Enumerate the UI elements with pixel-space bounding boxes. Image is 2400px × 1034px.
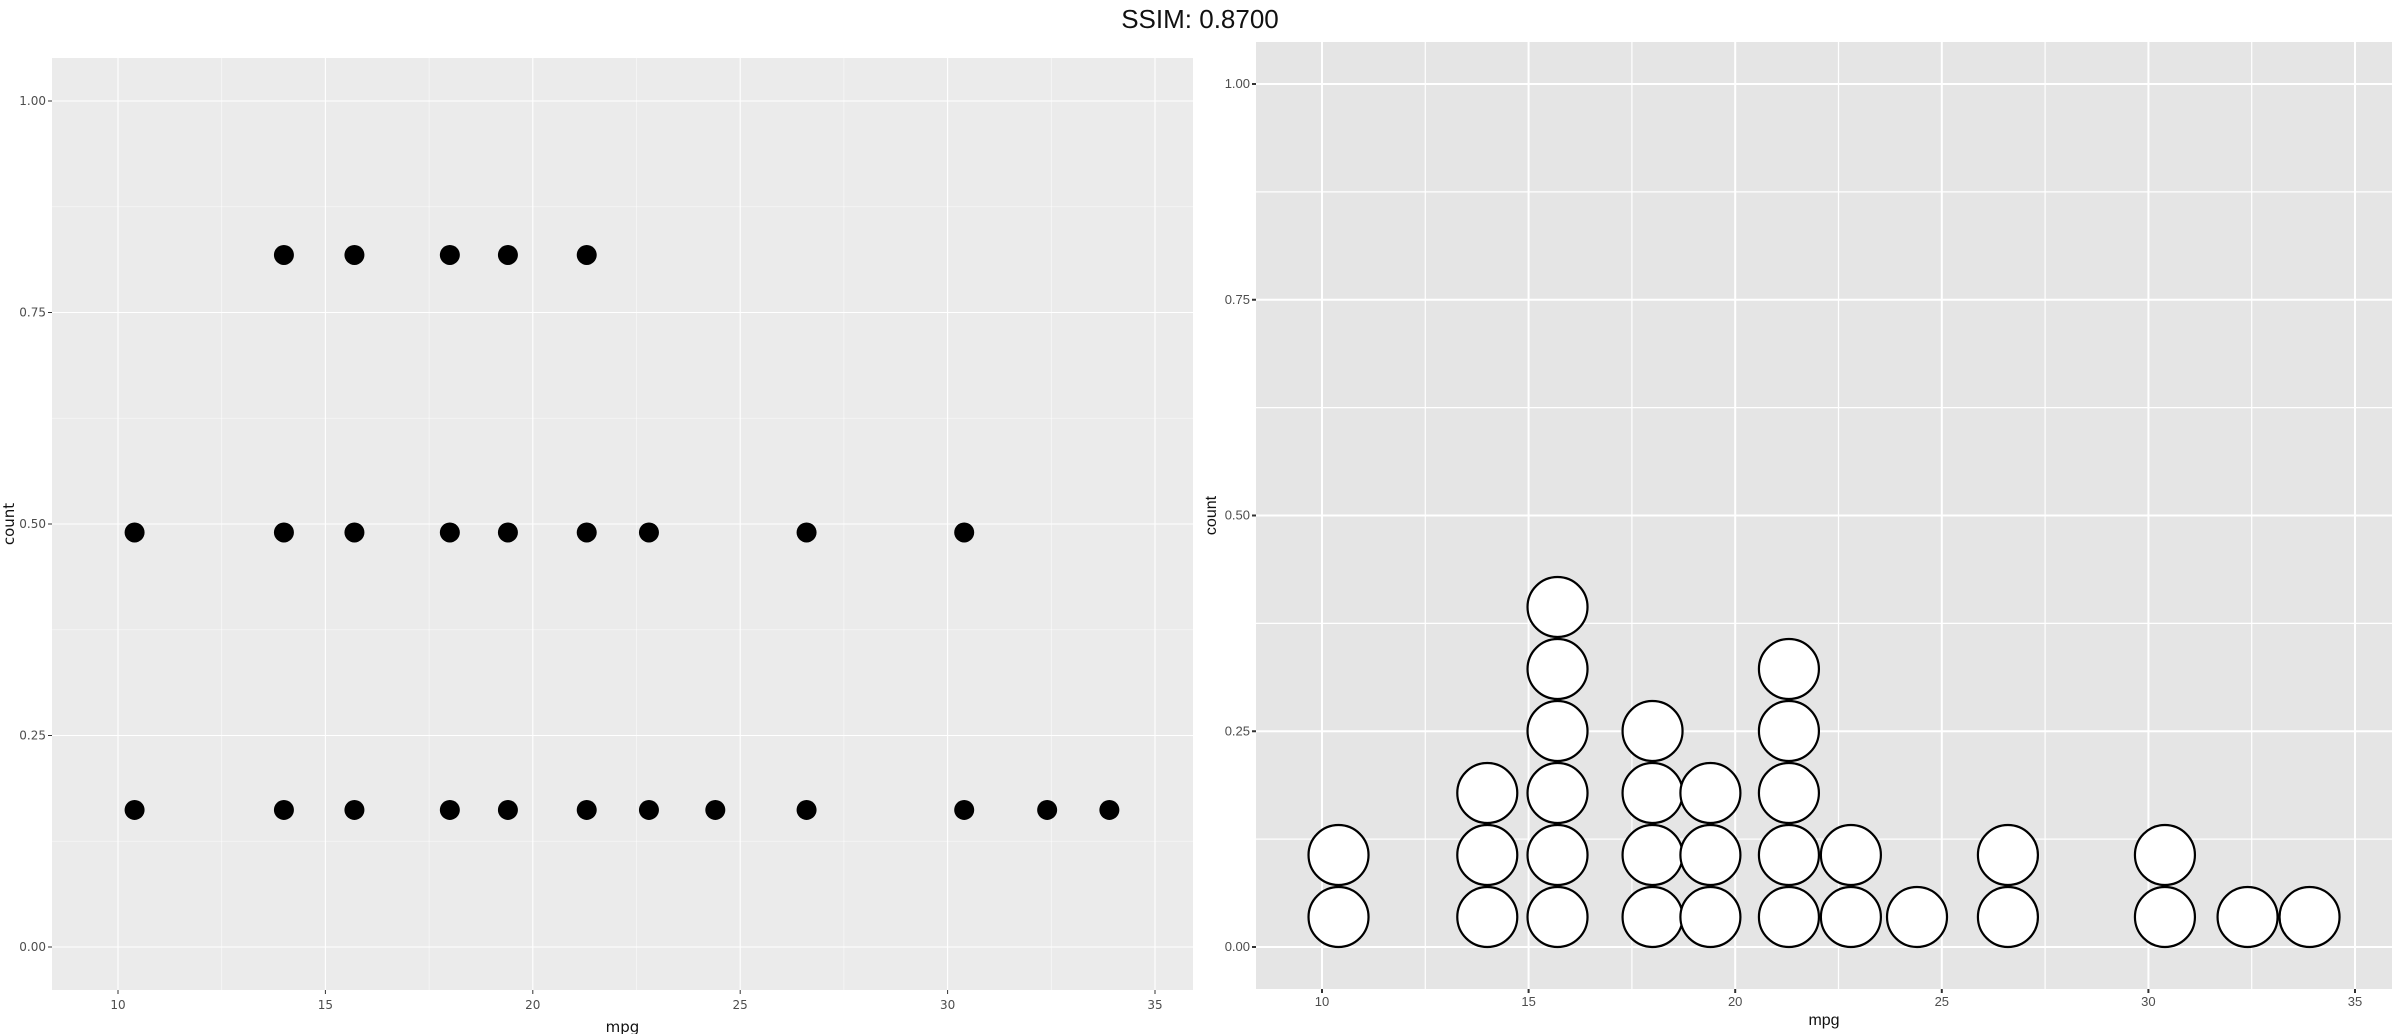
x-tick-label: 25: [733, 998, 748, 1012]
dot-marker: [1757, 637, 1821, 701]
y-tick-label: 0.25: [19, 729, 46, 743]
dot-marker: [2133, 823, 2197, 887]
y-axis-title: count: [1203, 495, 1220, 535]
data-point: [439, 244, 460, 265]
x-axis-title: mpg: [606, 1018, 640, 1034]
data-point: [273, 244, 294, 265]
x-tick-label: 25: [1935, 994, 1949, 1009]
y-axis-title: count: [0, 503, 18, 545]
y-tick-label: 1.00: [19, 94, 46, 108]
data-point: [497, 799, 518, 820]
y-tick-label: 0.50: [19, 517, 46, 531]
dot-marker: [2278, 885, 2341, 949]
data-point: [273, 522, 294, 543]
dot-marker: [1526, 637, 1589, 701]
dot-marker: [1621, 699, 1684, 763]
dot-marker: [1976, 823, 2040, 887]
dot-marker: [1757, 761, 1821, 825]
x-tick-label: 30: [2141, 994, 2155, 1009]
dot-marker: [1976, 885, 2040, 949]
data-point: [576, 244, 597, 265]
x-tick-label: 10: [1315, 994, 1329, 1009]
data-point: [638, 522, 659, 543]
data-point: [705, 799, 726, 820]
dot-marker: [1757, 699, 1821, 763]
dot-marker: [1621, 885, 1684, 949]
dot-marker: [1757, 885, 1821, 949]
data-point: [638, 799, 659, 820]
y-tick-label: 0.00: [19, 940, 46, 954]
x-tick-label: 35: [2348, 994, 2362, 1009]
y-tick-label: 0.75: [1225, 292, 1250, 307]
x-tick-label: 20: [525, 998, 540, 1012]
y-tick-label: 0.75: [19, 306, 46, 320]
dot-marker: [1456, 761, 1519, 825]
y-tick-label: 0.00: [1225, 939, 1250, 954]
dot-marker: [1679, 885, 1742, 949]
ssim-title: SSIM: 0.8700: [1121, 4, 1279, 34]
dot-marker: [1679, 761, 1742, 825]
dot-marker: [1819, 885, 1882, 949]
x-tick-label: 15: [1521, 994, 1535, 1009]
data-point: [273, 799, 294, 820]
data-point: [796, 799, 817, 820]
y-tick-label: 1.00: [1225, 76, 1250, 91]
dot-marker: [1679, 823, 1742, 887]
x-tick-label: 10: [110, 998, 125, 1012]
dot-marker: [1885, 885, 1949, 949]
data-point: [124, 799, 145, 820]
dot-marker: [1621, 761, 1684, 825]
dot-marker: [1526, 575, 1589, 639]
data-point: [1037, 799, 1058, 820]
dot-marker: [1757, 823, 1821, 887]
data-point: [439, 799, 460, 820]
dot-marker: [1526, 699, 1589, 763]
x-tick-label: 30: [940, 998, 955, 1012]
y-tick-label: 0.25: [1225, 723, 1250, 738]
dot-marker: [1621, 823, 1684, 887]
right-chart-panel: 10 15 20 25 30 35 0.00 0.25 0.50 0.75 1.00 mpg count: [1203, 42, 2392, 1029]
dot-marker: [1307, 885, 1370, 949]
data-point: [497, 522, 518, 543]
dot-marker: [1456, 885, 1519, 949]
data-point: [576, 799, 597, 820]
data-point: [344, 244, 365, 265]
dot-marker: [1526, 761, 1589, 825]
dot-marker: [1526, 885, 1589, 949]
x-tick-label: 15: [318, 998, 333, 1012]
data-point: [344, 799, 365, 820]
dot-marker: [1456, 823, 1519, 887]
data-point: [796, 522, 817, 543]
data-point: [954, 799, 975, 820]
x-tick-label: 35: [1147, 998, 1162, 1012]
data-point: [497, 244, 518, 265]
data-point: [344, 522, 365, 543]
dot-marker: [1819, 823, 1882, 887]
dot-marker: [2133, 885, 2197, 949]
data-point: [124, 522, 145, 543]
x-axis-title: mpg: [1808, 1012, 1839, 1029]
data-point: [954, 522, 975, 543]
data-point: [576, 522, 597, 543]
dot-marker: [1526, 823, 1589, 887]
data-point: [1099, 799, 1120, 820]
dot-marker: [2216, 885, 2279, 949]
dot-marker: [1307, 823, 1370, 887]
y-tick-label: 0.50: [1225, 508, 1250, 523]
data-point: [439, 522, 460, 543]
left-chart-panel: 10 15 20 25 30 35 0.00 0.25 0.50 0.75 1.00 mpg count: [0, 58, 1193, 1034]
x-tick-label: 20: [1728, 994, 1742, 1009]
